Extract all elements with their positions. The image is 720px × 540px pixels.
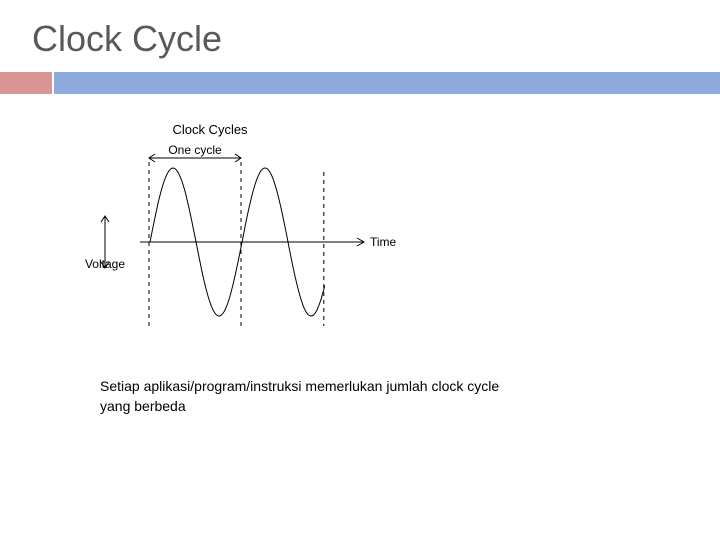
caption-line2: yang berbeda: [100, 398, 186, 414]
caption-line1: Setiap aplikasi/program/instruksi memerl…: [100, 378, 499, 394]
svg-text:One cycle: One cycle: [168, 143, 222, 157]
accent-bar: [54, 72, 720, 94]
accent-bar-row: [0, 72, 720, 94]
svg-text:Time: Time: [370, 235, 397, 249]
accent-block: [0, 72, 52, 94]
svg-text:Clock Cycles: Clock Cycles: [172, 122, 248, 137]
clock-cycle-diagram: Clock Cycles One cycle Voltage Time: [60, 112, 400, 342]
diagram-container: Clock Cycles One cycle Voltage Time: [0, 112, 720, 347]
slide-title: Clock Cycle: [0, 0, 720, 72]
svg-text:Voltage: Voltage: [85, 257, 125, 271]
slide-caption: Setiap aplikasi/program/instruksi memerl…: [0, 377, 720, 416]
